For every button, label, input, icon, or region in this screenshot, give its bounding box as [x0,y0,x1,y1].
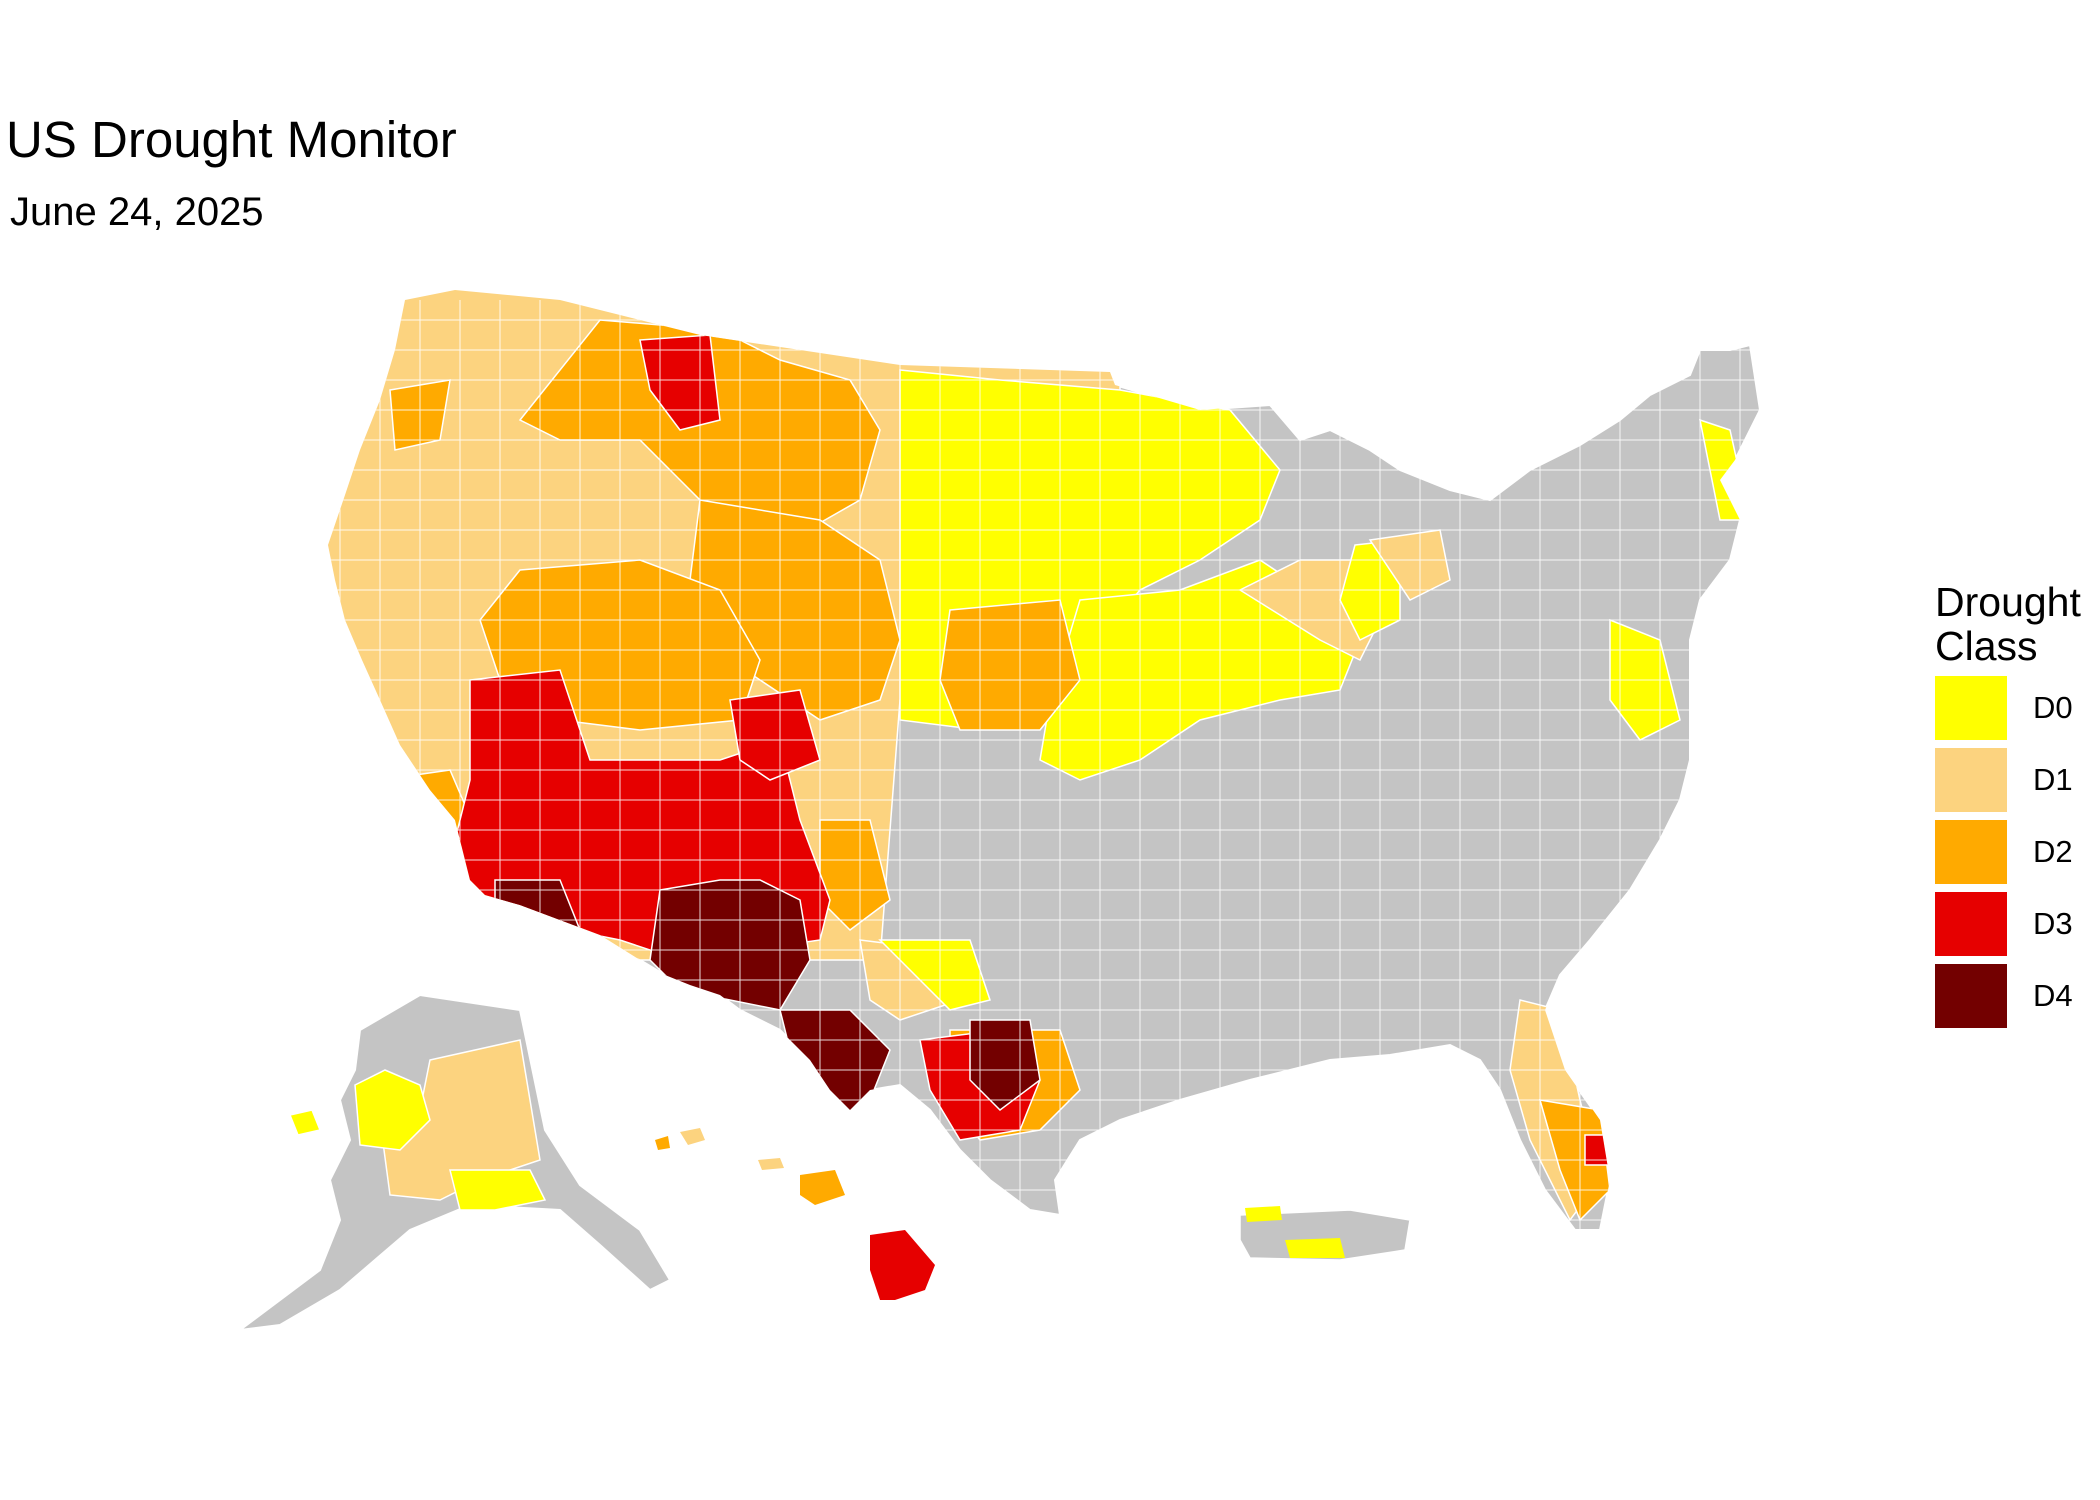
region-d1-michigan [1368,529,1451,601]
hawaii-big-island [870,1230,935,1300]
legend-item-d2: D2 [1935,820,2100,884]
legend: Drought Class D0 D1 D2 D3 D4 [1935,580,2100,1028]
hawaii-molokai [758,1158,784,1170]
puerto-rico-shape [1239,1209,1411,1261]
legend-label-d3: D3 [2033,906,2073,941]
legend-item-d4: D4 [1935,964,2100,1028]
legend-title: Drought Class [1935,579,2081,669]
puerto-rico-d0-south [1285,1238,1345,1258]
hawaii-oahu [680,1128,705,1145]
legend-item-d1: D1 [1935,748,2100,812]
legend-label-d4: D4 [2033,978,2073,1013]
alaska-d0-west [354,1069,431,1151]
map-title: US Drought Monitor [6,111,457,168]
legend-label-d0: D0 [2033,690,2073,725]
legend-swatch-d0 [1935,676,2007,740]
hawaii-maui [800,1170,845,1205]
legend-item-d0: D0 [1935,676,2100,740]
legend-swatch-d3 [1935,892,2007,956]
legend-label-d2: D2 [2033,834,2073,869]
region-d4-nm [649,879,811,1011]
legend-item-d3: D3 [1935,892,2100,956]
legend-swatch-d1 [1935,748,2007,812]
legend-swatch-d2 [1935,820,2007,884]
hawaii-kauai [655,1136,670,1150]
puerto-rico-d0-north [1245,1206,1282,1222]
legend-swatch-d4 [1935,964,2007,1028]
alaska-d0-south [449,1169,547,1211]
legend-label-d1: D1 [2033,762,2073,797]
alaska-d0-island [288,1109,322,1136]
map-subtitle: June 24, 2025 [10,190,264,234]
